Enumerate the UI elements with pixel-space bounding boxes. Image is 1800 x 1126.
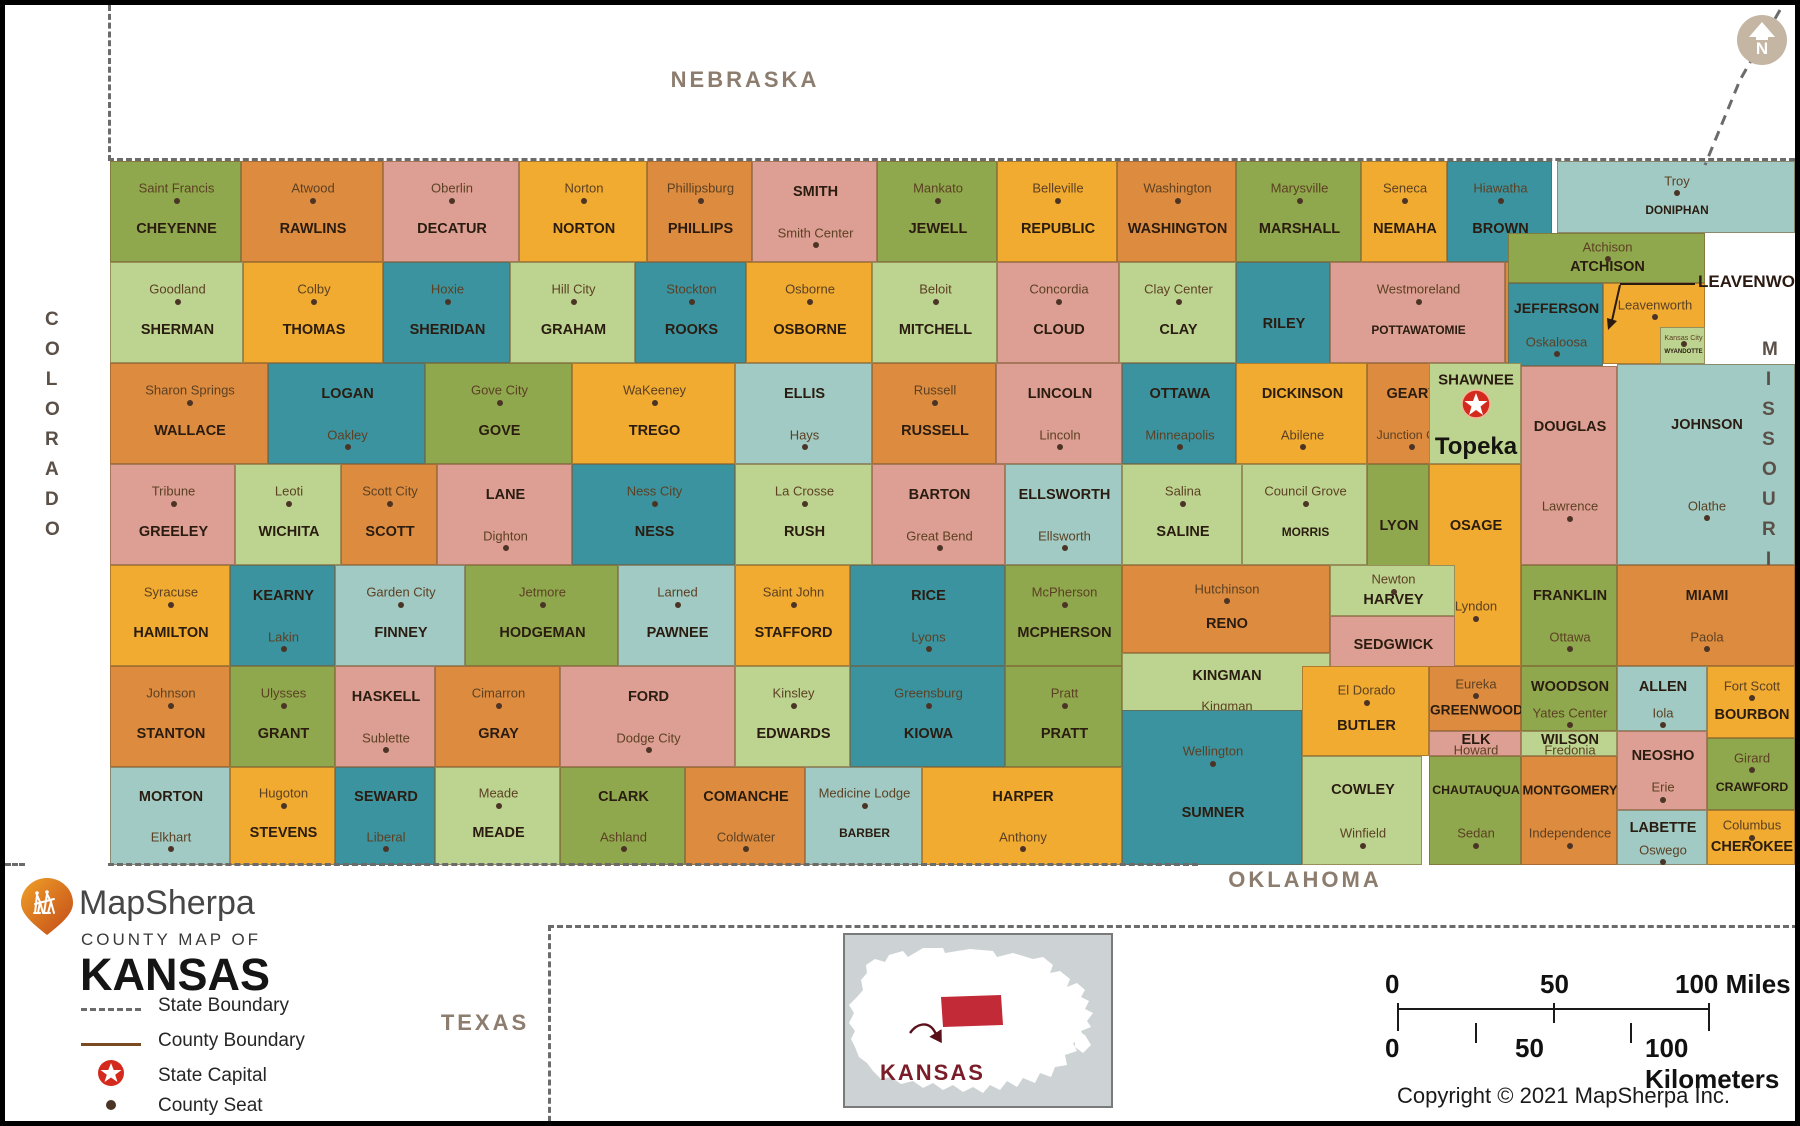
svg-text:N: N [1756,39,1768,58]
